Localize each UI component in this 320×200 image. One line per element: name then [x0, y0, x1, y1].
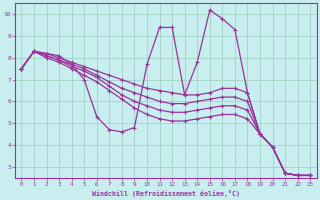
X-axis label: Windchill (Refroidissement éolien,°C): Windchill (Refroidissement éolien,°C) [92, 190, 240, 197]
